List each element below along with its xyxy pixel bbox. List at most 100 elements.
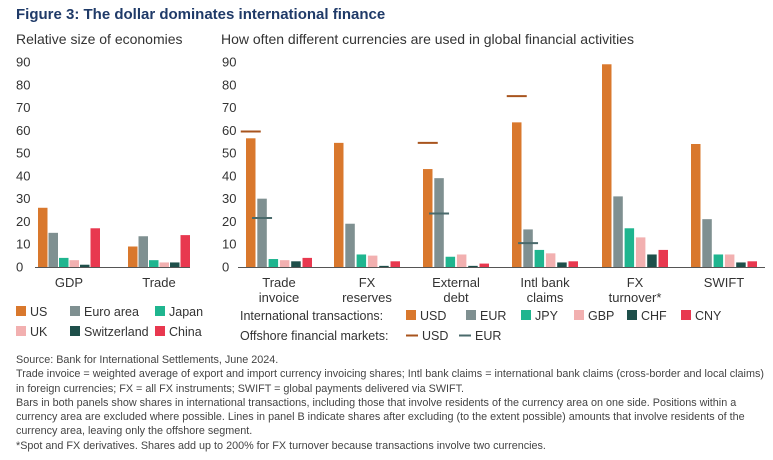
bar-usd-2 xyxy=(423,169,433,267)
bar-jpy-2 xyxy=(445,256,456,267)
y-tick-label-20: 20 xyxy=(16,214,30,229)
y-tick-label-60: 60 xyxy=(16,123,30,138)
y-tick-label-10: 10 xyxy=(222,237,236,252)
bar-euro-area-trade xyxy=(138,236,148,267)
legend-swatch-eur xyxy=(466,310,476,320)
bar-switzerland-trade xyxy=(170,262,180,267)
notes: Source: Bank for International Settlemen… xyxy=(16,353,764,453)
x-tick-label-1-1: reserves xyxy=(342,290,392,305)
x-tick-label-3-1: claims xyxy=(527,290,564,305)
bar-cny-2 xyxy=(479,263,489,267)
y-tick-label-50: 50 xyxy=(222,146,236,161)
bar-gbp-1 xyxy=(367,255,378,267)
y-tick-label-90: 90 xyxy=(222,55,236,70)
bar-uk-trade xyxy=(159,262,169,267)
bar-jpy-3 xyxy=(534,249,545,267)
y-tick-label-90: 90 xyxy=(16,55,30,70)
bar-switzerland-gdp xyxy=(80,264,90,267)
bar-eur-5 xyxy=(702,219,712,267)
bar-chf-1 xyxy=(379,265,389,267)
legend-label-china: China xyxy=(169,325,202,339)
bar-eur-4 xyxy=(613,196,623,267)
x-tick-label-4-0: FX xyxy=(627,275,644,290)
legend-swatch-us xyxy=(16,306,26,316)
legend-label-gbp: GBP xyxy=(588,309,614,323)
y-tick-label-10: 10 xyxy=(16,237,30,252)
legend-swatch-gbp xyxy=(574,310,584,320)
legend-swatch-switzerland xyxy=(70,326,80,336)
x-tick-label-0-0: Trade xyxy=(262,275,295,290)
legend-label-euro-area: Euro area xyxy=(84,305,139,319)
legend-label-eur: EUR xyxy=(480,309,506,323)
bar-euro-area-gdp xyxy=(48,232,58,267)
y-tick-label-80: 80 xyxy=(16,77,30,92)
bar-japan-trade xyxy=(149,260,159,267)
bar-japan-gdp xyxy=(59,257,69,267)
panel-b-title: How often different currencies are used … xyxy=(221,31,634,47)
bar-gbp-0 xyxy=(279,260,290,267)
bar-us-gdp xyxy=(38,207,48,267)
y-tick-label-20: 20 xyxy=(222,214,236,229)
bar-eur-3 xyxy=(523,229,533,267)
legend-label-japan: Japan xyxy=(169,305,203,319)
y-tick-label-0: 0 xyxy=(16,260,23,275)
legend-swatch-jpy xyxy=(521,310,531,320)
bar-cny-3 xyxy=(568,261,578,267)
x-tick-label-1-0: FX xyxy=(359,275,376,290)
x-tick-label-5-0: SWIFT xyxy=(704,275,744,290)
legend-label-us: US xyxy=(30,305,47,319)
legend-swatch-usd xyxy=(406,310,416,320)
legend-swatch-euro-area xyxy=(70,306,80,316)
bar-usd-5 xyxy=(691,144,701,267)
bar-jpy-0 xyxy=(268,259,279,267)
legend-swatch-uk xyxy=(16,326,26,336)
bar-uk-gdp xyxy=(69,260,79,267)
bar-jpy-4 xyxy=(624,228,635,267)
legend-transactions-label: International transactions: xyxy=(240,309,383,323)
y-tick-label-30: 30 xyxy=(16,191,30,206)
bar-cny-0 xyxy=(302,257,312,267)
x-tick-label-4-1: turnover* xyxy=(609,290,662,305)
bar-chf-0 xyxy=(291,261,301,267)
legend-swatch-cny xyxy=(681,310,691,320)
legend-offshore-text-usd: USD xyxy=(422,329,448,343)
panel-a-title: Relative size of economies xyxy=(16,31,183,47)
bar-cny-5 xyxy=(747,261,757,267)
x-tick-label-gdp: GDP xyxy=(55,275,83,290)
bar-chf-2 xyxy=(468,265,478,267)
legend-offshore-text-eur: EUR xyxy=(475,329,501,343)
legend-label-uk: UK xyxy=(30,325,48,339)
legend-swatch-china xyxy=(155,326,165,336)
bar-china-gdp xyxy=(90,228,100,267)
note-bars: Bars in both panels show shares in inter… xyxy=(16,396,745,438)
y-tick-label-50: 50 xyxy=(16,146,30,161)
x-tick-label-0-1: invoice xyxy=(259,290,299,305)
note-definitions: Trade invoice = weighted average of expo… xyxy=(16,368,764,395)
figure-title: Figure 3: The dollar dominates internati… xyxy=(16,6,386,23)
y-tick-label-30: 30 xyxy=(222,191,236,206)
note-source: Source: Bank for International Settlemen… xyxy=(16,354,279,366)
bar-usd-3 xyxy=(512,122,522,267)
y-tick-label-70: 70 xyxy=(16,100,30,115)
legend-label-usd: USD xyxy=(420,309,446,323)
x-tick-label-2-0: External xyxy=(432,275,480,290)
bar-jpy-5 xyxy=(713,254,724,267)
bar-us-trade xyxy=(128,246,138,267)
y-tick-label-70: 70 xyxy=(222,100,236,115)
legend-swatch-chf xyxy=(627,310,637,320)
y-tick-label-0: 0 xyxy=(222,260,229,275)
x-tick-label-2-1: debt xyxy=(443,290,469,305)
bar-eur-1 xyxy=(345,223,355,267)
bar-usd-4 xyxy=(602,64,612,268)
bar-usd-0 xyxy=(246,138,256,267)
bar-cny-1 xyxy=(390,261,400,267)
bar-eur-2 xyxy=(434,178,444,267)
bar-eur-0 xyxy=(257,198,267,267)
x-tick-label-trade: Trade xyxy=(142,275,175,290)
bar-gbp-5 xyxy=(724,254,735,267)
bar-jpy-1 xyxy=(356,254,367,267)
y-tick-label-80: 80 xyxy=(222,77,236,92)
bar-chf-3 xyxy=(557,262,567,267)
bar-chf-4 xyxy=(647,254,657,267)
